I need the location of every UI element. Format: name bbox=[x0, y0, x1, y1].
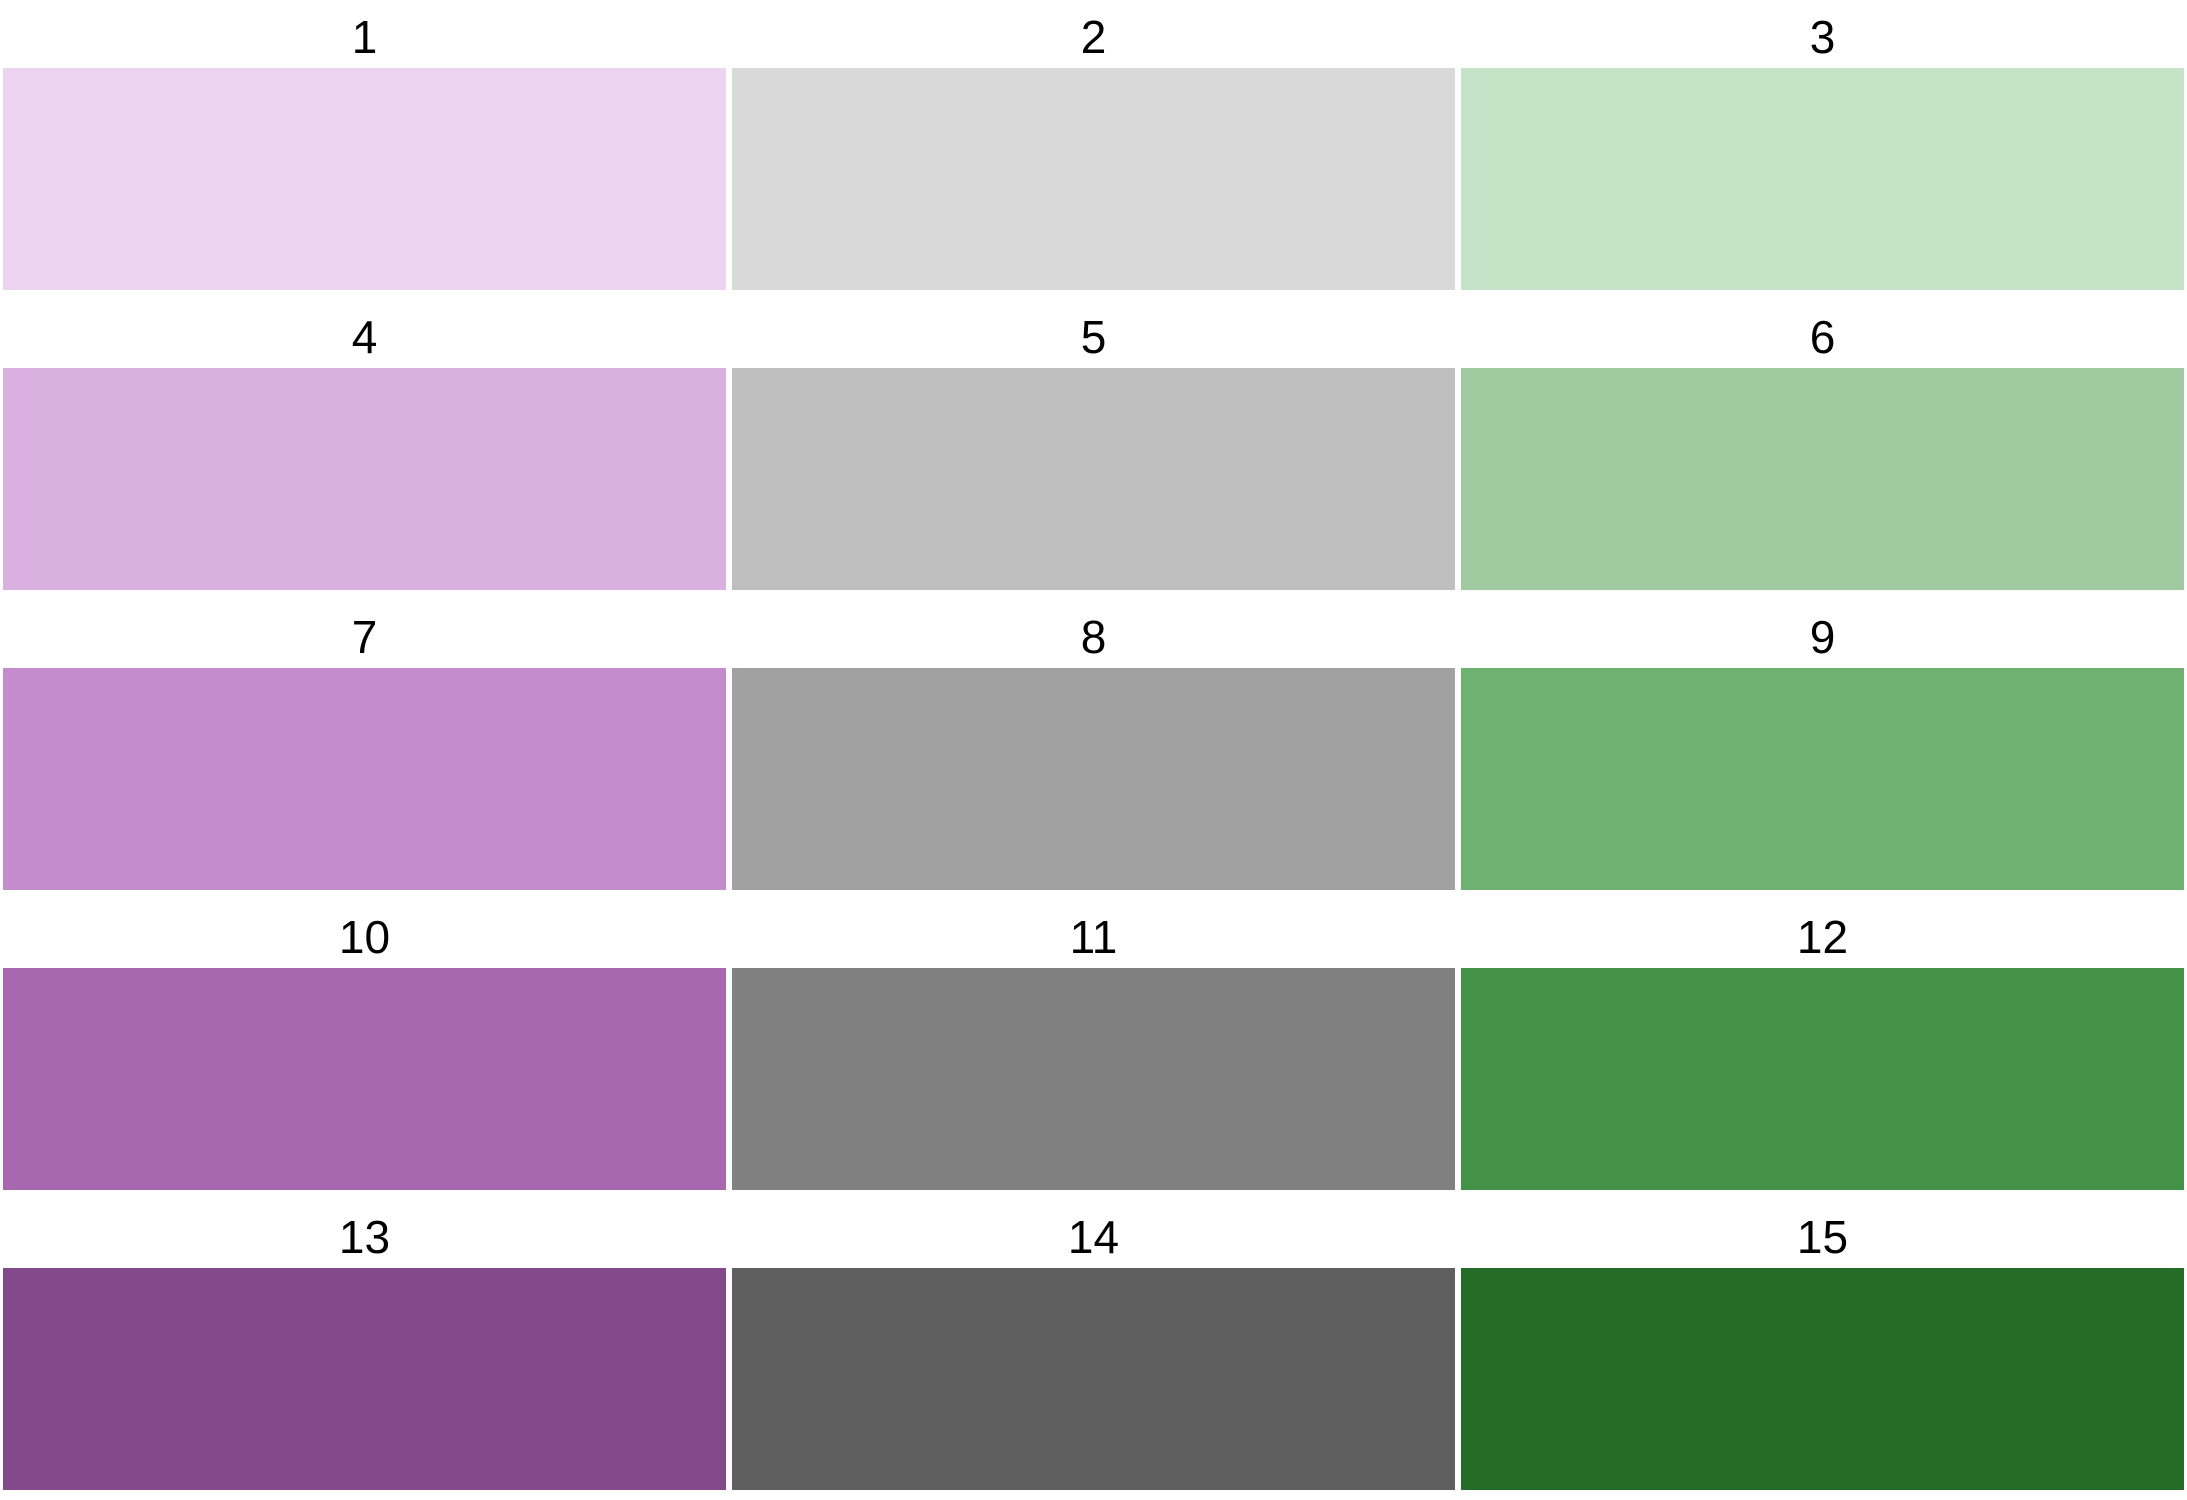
color-swatch bbox=[1461, 968, 2184, 1190]
swatch-cell: 1 bbox=[3, 0, 726, 300]
swatch-label: 4 bbox=[351, 311, 378, 363]
swatch-cell: 5 bbox=[732, 300, 1455, 600]
color-swatch bbox=[732, 668, 1455, 890]
swatch-label: 15 bbox=[1796, 1211, 1849, 1263]
swatch-cell: 9 bbox=[1461, 600, 2184, 900]
swatch-label: 10 bbox=[338, 911, 391, 963]
swatch-label: 11 bbox=[1069, 911, 1118, 963]
color-swatch bbox=[3, 668, 726, 890]
swatch-label: 13 bbox=[338, 1211, 391, 1263]
color-swatch bbox=[1461, 1268, 2184, 1490]
swatch-cell: 3 bbox=[1461, 0, 2184, 300]
color-swatch bbox=[3, 968, 726, 1190]
swatch-cell: 11 bbox=[732, 900, 1455, 1200]
swatch-cell: 13 bbox=[3, 1200, 726, 1500]
color-swatch bbox=[3, 68, 726, 290]
swatch-cell: 14 bbox=[732, 1200, 1455, 1500]
swatch-label: 14 bbox=[1067, 1211, 1120, 1263]
swatch-label: 1 bbox=[351, 11, 378, 63]
color-swatch bbox=[1461, 668, 2184, 890]
swatch-cell: 10 bbox=[3, 900, 726, 1200]
swatch-label: 7 bbox=[351, 611, 378, 663]
color-swatch bbox=[732, 968, 1455, 1190]
swatch-cell: 15 bbox=[1461, 1200, 2184, 1500]
swatch-cell: 6 bbox=[1461, 300, 2184, 600]
swatch-cell: 7 bbox=[3, 600, 726, 900]
swatch-label: 3 bbox=[1809, 11, 1836, 63]
swatch-label: 8 bbox=[1080, 611, 1107, 663]
swatch-label: 5 bbox=[1080, 311, 1107, 363]
color-swatch bbox=[1461, 368, 2184, 590]
swatch-label: 2 bbox=[1080, 11, 1107, 63]
color-swatch bbox=[1461, 68, 2184, 290]
color-swatch bbox=[3, 1268, 726, 1490]
swatch-cell: 2 bbox=[732, 0, 1455, 300]
swatch-label: 12 bbox=[1796, 911, 1849, 963]
swatch-label: 6 bbox=[1809, 311, 1836, 363]
color-swatch bbox=[732, 1268, 1455, 1490]
swatch-cell: 4 bbox=[3, 300, 726, 600]
color-swatch bbox=[3, 368, 726, 590]
swatch-cell: 12 bbox=[1461, 900, 2184, 1200]
swatch-label: 9 bbox=[1809, 611, 1836, 663]
color-swatch bbox=[732, 368, 1455, 590]
swatch-cell: 8 bbox=[732, 600, 1455, 900]
color-swatch bbox=[732, 68, 1455, 290]
